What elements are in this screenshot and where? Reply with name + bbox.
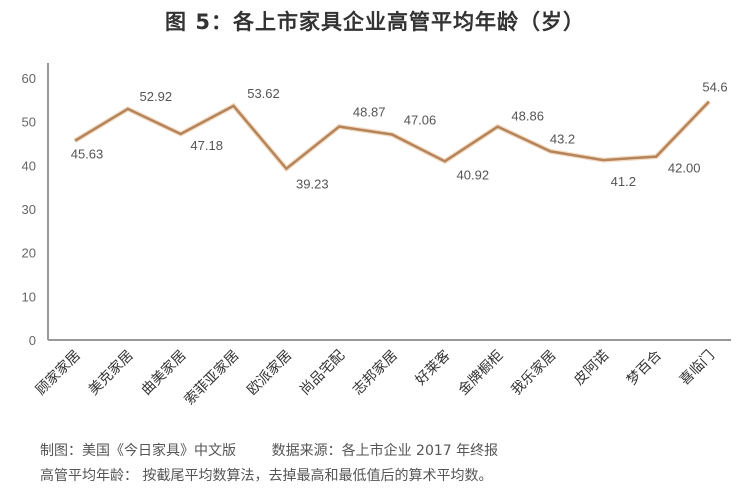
chart-title: 图 5：各上市家具企业高管平均年龄（岁） [165, 10, 585, 34]
data-label: 40.92 [457, 167, 490, 182]
y-tick-label: 20 [22, 246, 36, 261]
data-label: 41.2 [611, 174, 636, 189]
data-label: 52.92 [140, 89, 173, 104]
data-label: 45.63 [71, 147, 104, 162]
y-tick-label: 60 [22, 71, 36, 86]
footnote-method: 高管平均年龄： 按截尾平均数算法，去掉最高和最低值后的算术平均数。 [40, 468, 493, 484]
x-tick-label: 欧派家居 [244, 347, 296, 399]
data-label: 43.2 [550, 131, 575, 146]
x-tick-label: 尚品宅配 [297, 348, 348, 399]
data-label: 42.00 [668, 161, 701, 176]
x-tick-label: 美克家居 [85, 347, 137, 399]
x-tick-label: 顾家家居 [32, 347, 84, 399]
x-tick-label: 我乐家居 [508, 347, 560, 399]
x-tick-label: 皮阿诺 [571, 348, 612, 389]
x-tick-label: 梦百合 [624, 348, 665, 389]
x-tick-label: 好莱客 [412, 347, 454, 389]
data-label: 47.06 [404, 113, 437, 128]
x-tick-label: 索菲亚家居 [181, 347, 243, 409]
x-tick-label: 金牌橱柜 [455, 347, 507, 399]
data-label: 47.18 [190, 138, 223, 153]
y-tick-label: 10 [22, 289, 36, 304]
y-tick-label: 30 [22, 202, 36, 217]
data-label: 39.23 [296, 177, 329, 192]
x-tick-label: 志邦家居 [349, 347, 401, 399]
footnote-source: 制图：美国《今日家具》中文版 数据来源：各上市企业 2017 年终报 [40, 443, 499, 459]
data-line [74, 100, 710, 171]
x-tick-label: 喜临门 [677, 348, 718, 389]
y-tick-label: 50 [22, 115, 36, 130]
y-tick-label: 40 [22, 158, 36, 173]
y-tick-label: 0 [29, 333, 36, 348]
x-tick-label: 曲美家居 [138, 347, 190, 399]
line-chart: 0 10 20 30 40 50 60 45.63 52.92 47.18 53.62 39.23 48… [22, 63, 731, 409]
data-label: 53.62 [247, 86, 280, 101]
data-label: 48.87 [353, 105, 386, 120]
data-label: 48.86 [511, 109, 544, 124]
data-label: 54.6 [702, 80, 727, 95]
